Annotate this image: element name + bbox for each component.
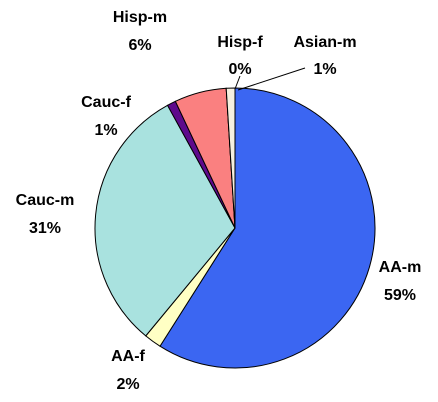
slice-label: Cauc-m xyxy=(16,192,75,209)
slice-label: AA-m xyxy=(379,259,422,276)
slice-value-label: 6% xyxy=(128,37,151,54)
slice-value-label: 0% xyxy=(228,61,251,78)
slice-label: Cauc-f xyxy=(81,94,131,111)
slice-label: Asian-m xyxy=(293,34,356,51)
slice-value-label: 1% xyxy=(94,122,117,139)
pie-slice xyxy=(94,104,236,337)
pie-slice xyxy=(159,87,376,369)
slice-label: Hisp-f xyxy=(217,34,263,51)
slice-value-label: 2% xyxy=(116,376,139,393)
slice-value-label: 59% xyxy=(384,287,416,304)
slice-label: AA-f xyxy=(111,348,145,365)
slice-value-label: 31% xyxy=(29,220,61,237)
slice-label: Hisp-m xyxy=(113,9,167,26)
leader-line xyxy=(237,67,306,91)
leader-line xyxy=(234,75,241,90)
slice-value-label: 1% xyxy=(313,61,336,78)
